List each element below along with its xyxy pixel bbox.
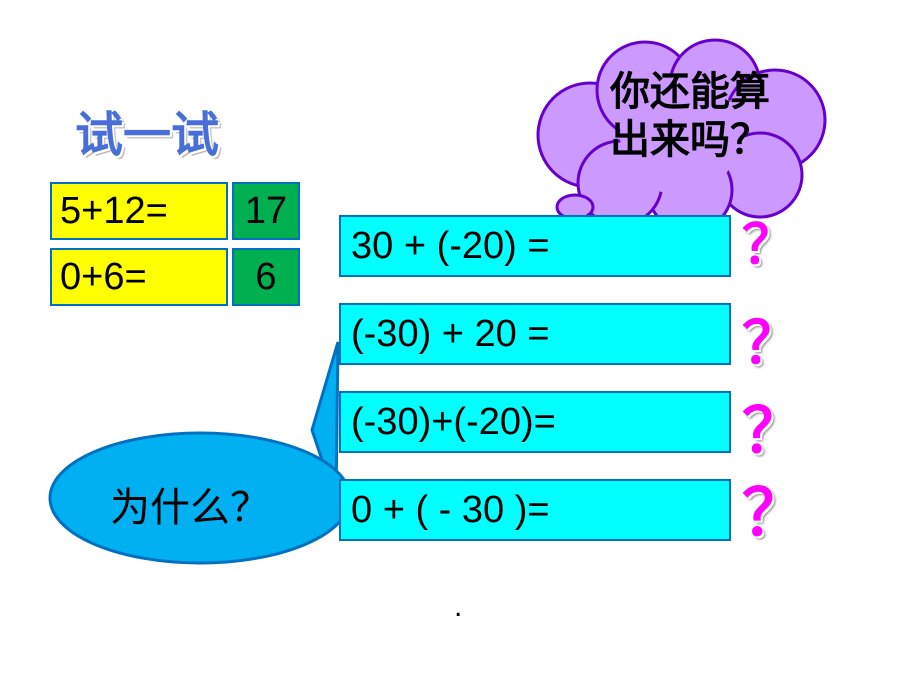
qmark-3: ？ (742, 380, 804, 470)
equation-r3: (-30)+(-20)= (339, 391, 731, 453)
thought-bubble-text: 你还能算 出来吗？ (580, 68, 800, 164)
equation-2-answer: 6 (232, 248, 300, 306)
equation-1-expr: 5+12= (50, 182, 228, 240)
equation-2-expr-text: 0+6= (60, 256, 147, 299)
qmark-4: ？ (742, 462, 806, 554)
equation-r4-text: 0 + ( - 30 )= (351, 489, 550, 532)
thought-line1: 你还能算 (580, 68, 800, 116)
equation-r3-text: (-30)+(-20)= (351, 401, 556, 444)
speech-bubble-text: 为什么？ (110, 475, 270, 533)
equation-2-answer-text: 6 (255, 256, 276, 299)
equation-r1-text: 30 + (-20) = (351, 225, 550, 268)
equation-r2: (-30) + 20 = (339, 303, 731, 365)
equation-1-answer: 17 (232, 182, 300, 240)
equation-r4: 0 + ( - 30 )= (339, 479, 731, 541)
speech-bubble (40, 330, 400, 590)
page-title: 试一试 (75, 95, 219, 165)
equation-1-answer-text: 17 (245, 190, 287, 233)
equation-1-expr-text: 5+12= (60, 190, 168, 233)
qmark-1: ？ (742, 200, 796, 279)
equation-r2-text: (-30) + 20 = (351, 313, 550, 356)
qmark-2: ？ (742, 296, 800, 380)
equation-r1: 30 + (-20) = (339, 215, 731, 277)
thought-line2: 出来吗？ (580, 116, 800, 164)
footer-dot: . (454, 590, 462, 624)
equation-2-expr: 0+6= (50, 248, 228, 306)
